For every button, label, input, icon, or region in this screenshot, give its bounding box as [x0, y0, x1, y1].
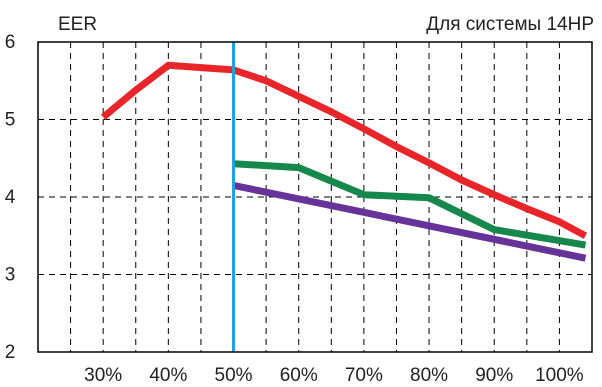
x-tick-label: 50% — [215, 365, 253, 386]
chart-title: Для системы 14HP — [426, 14, 594, 35]
x-tick-label: 40% — [149, 365, 187, 386]
plot-frame — [37, 41, 593, 353]
x-tick-label: 30% — [84, 365, 122, 386]
y-tick-label: 3 — [5, 265, 16, 286]
series-line-2 — [233, 160, 587, 249]
x-tick-label: 70% — [345, 365, 383, 386]
y-axis-label: EER — [58, 14, 97, 35]
y-tick-label: 4 — [5, 187, 16, 208]
x-tick-label: 60% — [280, 365, 318, 386]
x-tick-label: 100% — [535, 365, 584, 386]
x-tick-label: 80% — [410, 365, 448, 386]
y-tick-label: 6 — [5, 32, 16, 53]
x-tick-label: 90% — [475, 365, 513, 386]
y-tick-label: 5 — [5, 110, 16, 131]
y-tick-label: 2 — [5, 342, 16, 363]
tick-labels: 30% 40% 50% 60% 70% 80% 90% 100% 2 3 4 5 6 — [5, 32, 584, 386]
series-line-1 — [100, 61, 588, 239]
grid — [38, 42, 592, 352]
series-layer — [100, 61, 588, 262]
series-line-3 — [232, 181, 587, 262]
